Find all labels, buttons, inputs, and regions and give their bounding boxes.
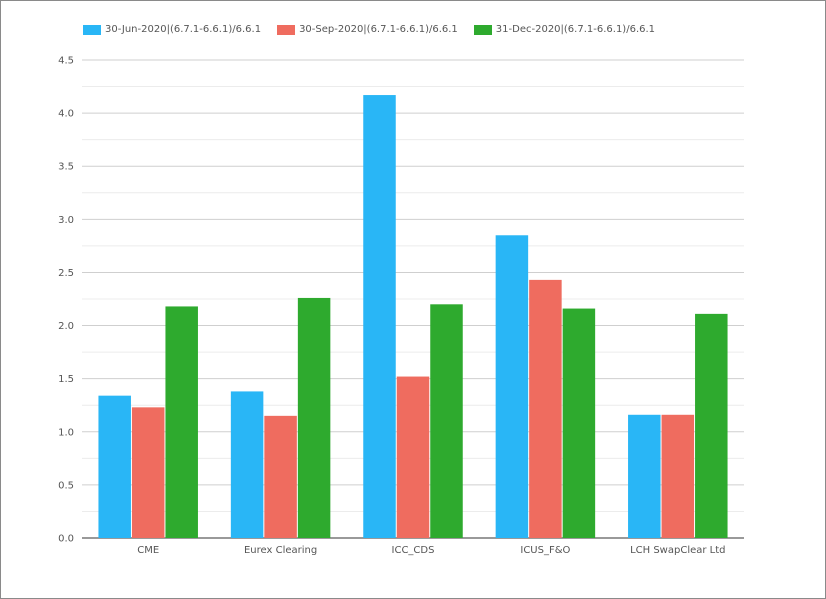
x-tick-label: LCH SwapClear Ltd	[630, 545, 725, 556]
bar-series-2-2[interactable]	[396, 376, 430, 538]
legend-item-series-2[interactable]: 30-Sep-2020|(6.7.1-6.6.1)/6.6.1	[277, 24, 458, 35]
x-tick-label: ICUS_F&O	[520, 545, 570, 556]
y-tick-label: 0.5	[58, 480, 74, 491]
bar-series-3-1[interactable]	[297, 297, 331, 538]
y-tick-label: 4.0	[58, 109, 74, 120]
bar-series-1-3[interactable]	[495, 235, 529, 538]
bar-series-2-1[interactable]	[264, 415, 297, 538]
bar-series-3-4[interactable]	[695, 313, 728, 538]
y-tick-label: 1.0	[58, 427, 74, 438]
legend-swatch-series-1	[83, 24, 101, 35]
legend-label-series-2: 30-Sep-2020|(6.7.1-6.6.1)/6.6.1	[299, 24, 458, 35]
x-tick-label: Eurex Clearing	[244, 545, 317, 556]
bar-series-1-4[interactable]	[628, 414, 661, 538]
legend-item-series-1[interactable]: 30-Jun-2020|(6.7.1-6.6.1)/6.6.1	[83, 24, 261, 35]
bar-series-3-2[interactable]	[430, 304, 463, 538]
legend-label-series-1: 30-Jun-2020|(6.7.1-6.6.1)/6.6.1	[105, 24, 262, 35]
legend-item-series-3[interactable]: 31-Dec-2020|(6.7.1-6.6.1)/6.6.1	[473, 24, 656, 35]
legend-swatch-series-3	[473, 24, 492, 35]
legend-swatch-series-2	[277, 24, 296, 35]
y-tick-label: 3.0	[58, 215, 74, 226]
bar-series-3-0[interactable]	[165, 306, 198, 538]
y-tick-label: 0.0	[58, 534, 74, 545]
x-tick-label: ICC_CDS	[392, 545, 435, 556]
bar-series-1-0[interactable]	[98, 395, 131, 538]
bar-series-1-2[interactable]	[363, 95, 396, 538]
y-tick-label: 2.0	[58, 321, 74, 332]
chart-legend: 30-Jun-2020|(6.7.1-6.6.1)/6.6.1 30-Sep-2…	[83, 24, 671, 35]
bar-series-3-3[interactable]	[562, 308, 596, 538]
bar-series-2-3[interactable]	[529, 279, 562, 538]
bar-series-1-1[interactable]	[230, 391, 264, 538]
y-tick-label: 2.5	[58, 268, 74, 279]
bar-series-2-4[interactable]	[661, 414, 695, 538]
y-tick-label: 3.5	[58, 162, 74, 173]
y-tick-label: 4.5	[58, 56, 74, 67]
x-tick-label: CME	[137, 545, 159, 556]
legend-label-series-3: 31-Dec-2020|(6.7.1-6.6.1)/6.6.1	[495, 24, 656, 35]
y-tick-label: 1.5	[58, 374, 74, 385]
bar-series-2-0[interactable]	[131, 407, 165, 538]
